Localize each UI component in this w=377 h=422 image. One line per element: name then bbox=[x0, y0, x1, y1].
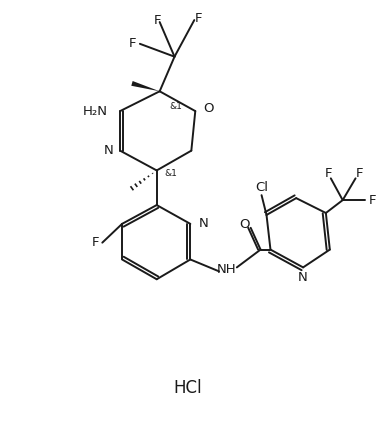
Text: O: O bbox=[203, 102, 214, 115]
Text: F: F bbox=[195, 11, 202, 24]
Text: O: O bbox=[239, 218, 250, 231]
Polygon shape bbox=[131, 81, 160, 91]
Text: Cl: Cl bbox=[255, 181, 268, 194]
Text: NH: NH bbox=[217, 263, 237, 276]
Text: N: N bbox=[103, 144, 113, 157]
Text: N: N bbox=[198, 217, 208, 230]
Text: &1: &1 bbox=[170, 102, 182, 111]
Text: &1: &1 bbox=[165, 169, 178, 178]
Text: F: F bbox=[154, 14, 161, 27]
Text: H₂N: H₂N bbox=[83, 105, 108, 118]
Text: F: F bbox=[369, 194, 376, 207]
Text: F: F bbox=[129, 37, 137, 50]
Text: F: F bbox=[325, 167, 333, 180]
Text: N: N bbox=[298, 271, 308, 284]
Text: F: F bbox=[356, 167, 363, 180]
Text: F: F bbox=[92, 236, 99, 249]
Text: HCl: HCl bbox=[173, 379, 202, 397]
